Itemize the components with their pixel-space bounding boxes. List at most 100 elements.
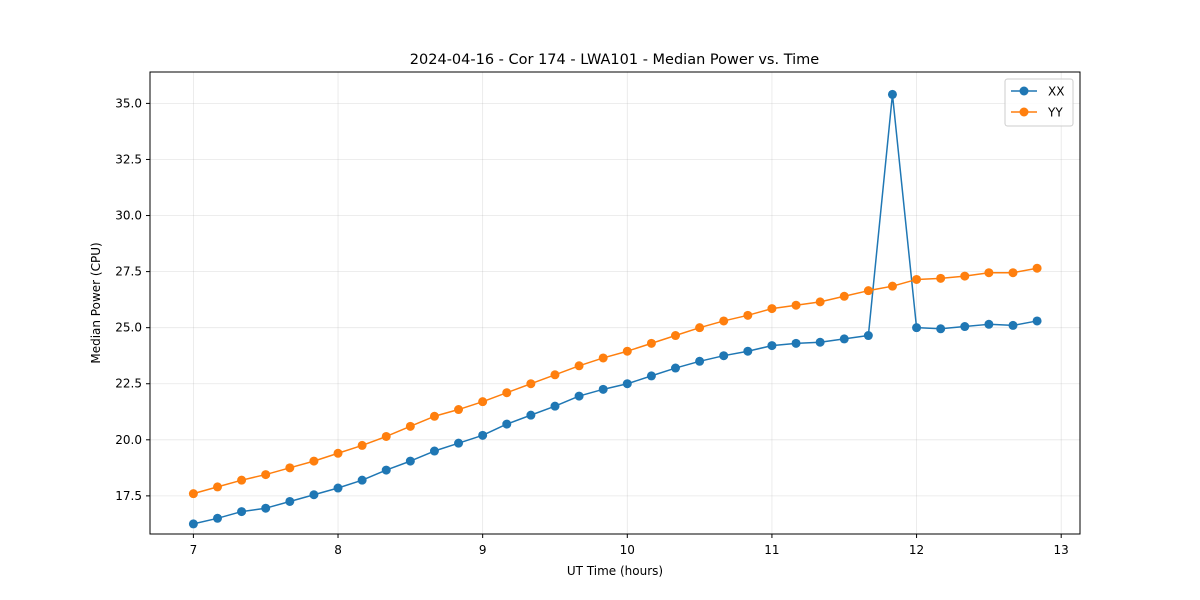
data-point-yy: [598, 353, 608, 363]
x-tick-label: 11: [764, 543, 779, 557]
y-tick-label: 27.5: [115, 265, 142, 279]
data-point-yy: [743, 310, 753, 320]
data-point-yy: [1032, 263, 1042, 273]
data-point-yy: [791, 300, 801, 310]
data-point-xx: [936, 324, 946, 334]
legend-label-yy: YY: [1047, 106, 1063, 120]
data-point-xx: [767, 341, 777, 351]
data-point-xx: [671, 363, 681, 373]
data-point-xx: [743, 346, 753, 356]
data-point-xx: [960, 322, 970, 332]
data-point-xx: [213, 513, 223, 523]
data-point-yy: [960, 271, 970, 281]
data-point-yy: [574, 361, 584, 371]
data-point-yy: [1008, 268, 1018, 278]
data-point-yy: [237, 475, 247, 485]
data-point-xx: [478, 430, 488, 440]
data-point-xx: [984, 319, 994, 329]
y-tick-label: 30.0: [115, 209, 142, 223]
data-point-yy: [502, 388, 512, 398]
data-point-xx: [839, 334, 849, 344]
data-point-yy: [285, 463, 295, 473]
y-tick-label: 22.5: [115, 377, 142, 391]
data-point-yy: [478, 397, 488, 407]
legend-marker-yy: [1019, 107, 1029, 117]
grid: [150, 72, 1080, 534]
data-point-yy: [936, 273, 946, 283]
data-point-yy: [381, 431, 391, 441]
data-point-xx: [622, 379, 632, 389]
data-point-yy: [429, 411, 439, 421]
data-point-xx: [550, 401, 560, 411]
data-point-xx: [863, 331, 873, 341]
data-point-yy: [526, 379, 536, 389]
y-tick-label: 17.5: [115, 489, 142, 503]
data-point-yy: [333, 448, 343, 458]
data-point-xx: [357, 475, 367, 485]
data-point-xx: [309, 490, 319, 500]
series-xx: [188, 89, 1042, 529]
data-point-xx: [695, 356, 705, 366]
data-series: [188, 89, 1042, 529]
x-tick-label: 9: [479, 543, 487, 557]
data-point-yy: [188, 489, 198, 499]
data-point-yy: [309, 456, 319, 466]
plot-frame: [149, 71, 1081, 535]
data-point-xx: [237, 507, 247, 517]
data-point-xx: [598, 384, 608, 394]
data-point-xx: [454, 438, 464, 448]
data-point-xx: [815, 337, 825, 347]
data-point-yy: [622, 346, 632, 356]
legend: XX YY: [1004, 78, 1074, 127]
data-point-xx: [285, 496, 295, 506]
x-axis-label: UT Time (hours): [567, 564, 663, 578]
legend-item-yy: YY: [1011, 106, 1063, 120]
data-point-yy: [912, 274, 922, 284]
data-point-yy: [646, 338, 656, 348]
data-point-xx: [405, 456, 415, 466]
data-point-yy: [671, 331, 681, 341]
data-point-yy: [405, 421, 415, 431]
data-point-xx: [188, 519, 198, 529]
data-point-yy: [357, 440, 367, 450]
x-tick-label: 10: [620, 543, 635, 557]
data-point-yy: [261, 470, 271, 480]
series-yy: [188, 263, 1042, 499]
x-tick-label: 13: [1054, 543, 1069, 557]
legend-marker-xx: [1019, 86, 1029, 96]
data-point-yy: [815, 297, 825, 307]
x-axis-ticks: 7 8 9 10 11 12 13: [190, 534, 1069, 557]
data-point-yy: [695, 323, 705, 333]
legend-item-xx: XX: [1011, 85, 1064, 99]
data-point-xx: [333, 483, 343, 493]
data-point-yy: [984, 268, 994, 278]
data-point-xx: [574, 391, 584, 401]
data-point-yy: [863, 286, 873, 296]
data-point-xx: [1032, 316, 1042, 326]
x-tick-label: 8: [334, 543, 342, 557]
x-tick-label: 7: [190, 543, 198, 557]
data-point-xx: [261, 503, 271, 513]
y-tick-label: 35.0: [115, 96, 142, 110]
data-point-xx: [502, 419, 512, 429]
data-point-xx: [887, 89, 897, 99]
y-tick-label: 25.0: [115, 321, 142, 335]
data-point-yy: [887, 281, 897, 291]
chart-title: 2024-04-16 - Cor 174 - LWA101 - Median P…: [410, 52, 819, 68]
data-point-xx: [791, 338, 801, 348]
data-point-yy: [550, 370, 560, 380]
legend-label-xx: XX: [1048, 85, 1064, 99]
y-tick-label: 32.5: [115, 152, 142, 166]
data-point-yy: [719, 316, 729, 326]
data-point-yy: [454, 405, 464, 415]
data-point-yy: [767, 304, 777, 314]
data-point-yy: [213, 482, 223, 492]
data-point-xx: [646, 371, 656, 381]
x-tick-label: 12: [909, 543, 924, 557]
y-tick-label: 20.0: [115, 433, 142, 447]
data-point-xx: [429, 446, 439, 456]
data-point-xx: [526, 410, 536, 420]
y-axis-ticks: 17.5 20.0 22.5 25.0 27.5 30.0 32.5 35.0: [115, 96, 150, 503]
data-point-xx: [912, 323, 922, 333]
